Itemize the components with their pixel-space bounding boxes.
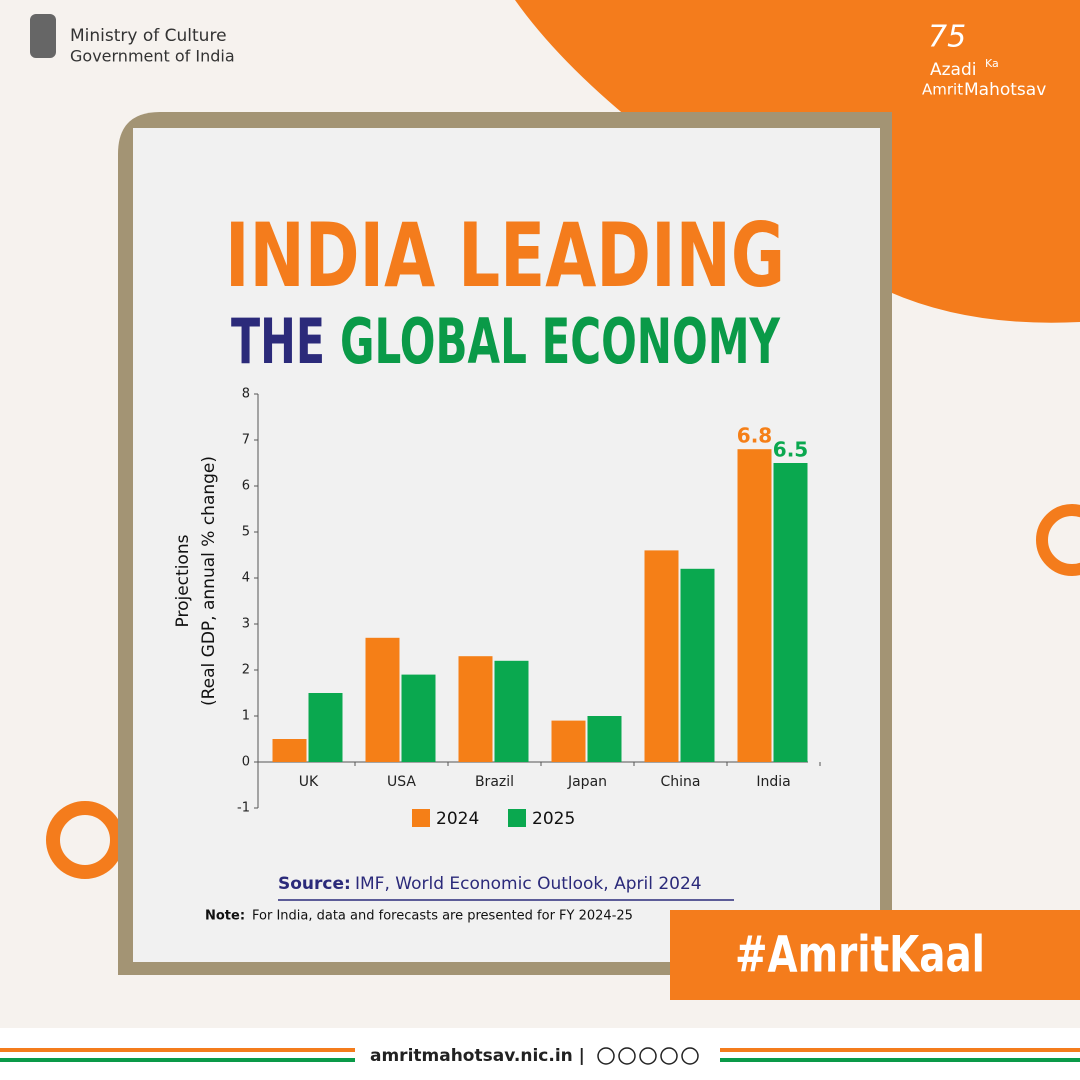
footer-stripe <box>0 1058 355 1062</box>
bar <box>308 693 343 762</box>
x-tick-label: USA <box>387 774 416 790</box>
data-label: 6.5 <box>773 438 808 462</box>
logo-number: 75 <box>928 20 966 55</box>
y-axis-label: Projections <box>173 534 193 627</box>
y-tick-label: 0 <box>242 755 250 770</box>
bar <box>773 463 808 762</box>
bar <box>272 739 307 762</box>
y-tick-label: -1 <box>237 801 250 816</box>
data-label: 6.8 <box>737 424 772 448</box>
bar <box>644 550 679 762</box>
government: Government of India <box>70 47 235 66</box>
y-tick-label: 6 <box>242 479 250 494</box>
y-tick-label: 8 <box>242 387 250 402</box>
x-tick-label: China <box>661 774 701 790</box>
source-label: Source: <box>278 874 351 894</box>
emblem <box>30 14 56 58</box>
hashtag: #AmritKaal <box>735 926 985 984</box>
source: IMF, World Economic Outlook, April 2024 <box>355 874 702 894</box>
y-axis-label: (Real GDP, annual % change) <box>199 456 219 706</box>
chart: -1 0 1 2 3 4 5 6 7 8 Projections (Real GDP, annual … <box>173 387 821 829</box>
bar <box>587 716 622 762</box>
logo-text: Mahotsav <box>964 80 1046 100</box>
bar <box>401 674 436 762</box>
bar <box>737 449 772 762</box>
website: amritmahotsav.nic.in | <box>370 1046 585 1066</box>
footer-bar <box>0 1028 1080 1080</box>
footer-stripe <box>720 1058 1080 1062</box>
deco-ring <box>1036 504 1080 576</box>
social-icons <box>597 1047 699 1065</box>
title: GLOBAL ECONOMY <box>340 305 781 378</box>
logo-text: Ka <box>985 57 999 70</box>
bar <box>680 568 715 762</box>
x-tick-label: Brazil <box>475 774 514 790</box>
y-tick-label: 5 <box>242 525 250 540</box>
legend-label: 2025 <box>532 809 575 829</box>
logo-text: Azadi <box>930 60 976 80</box>
deco-ring <box>46 801 124 879</box>
y-tick-label: 1 <box>242 709 250 724</box>
logo-text: Amrit <box>922 81 963 99</box>
bar <box>551 720 586 762</box>
bar <box>458 656 493 762</box>
bar <box>494 660 529 762</box>
footer-stripe <box>720 1048 1080 1052</box>
title: INDIA LEADING <box>225 204 785 307</box>
note: For India, data and forecasts are presen… <box>252 909 633 924</box>
x-tick-label: India <box>756 774 790 790</box>
hashtag-box <box>670 910 1080 1000</box>
bar <box>365 637 400 762</box>
y-tick-label: 2 <box>242 663 250 678</box>
title: THE <box>231 305 325 378</box>
note-label: Note: <box>205 909 245 924</box>
y-tick-label: 3 <box>242 617 250 632</box>
footer-stripe <box>0 1048 355 1052</box>
y-tick-label: 4 <box>242 571 250 586</box>
x-tick-label: UK <box>299 774 319 790</box>
y-tick-label: 7 <box>242 433 250 448</box>
legend-swatch <box>508 809 526 827</box>
legend-swatch <box>412 809 430 827</box>
ministry: Ministry of Culture <box>70 26 227 46</box>
x-tick-label: Japan <box>567 774 607 790</box>
legend-label: 2024 <box>436 809 479 829</box>
